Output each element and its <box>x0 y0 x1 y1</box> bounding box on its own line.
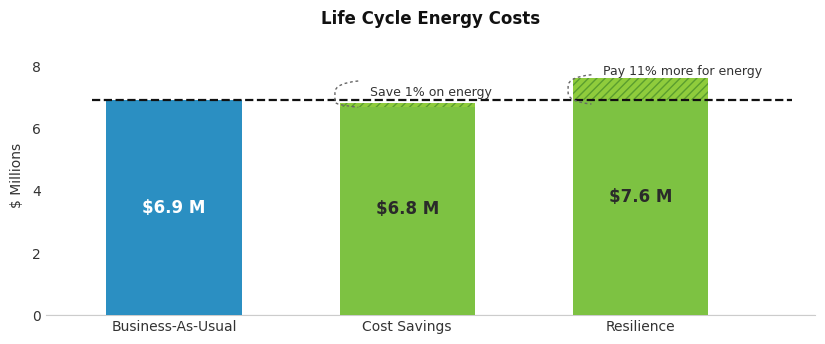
Text: $7.6 M: $7.6 M <box>609 188 672 206</box>
Text: $6.8 M: $6.8 M <box>375 201 439 218</box>
Title: Life Cycle Energy Costs: Life Cycle Energy Costs <box>321 10 540 28</box>
Y-axis label: $ Millions: $ Millions <box>10 142 24 208</box>
Text: Save 1% on energy: Save 1% on energy <box>370 86 492 99</box>
Bar <box>573 78 708 315</box>
Bar <box>573 78 708 100</box>
Text: Pay 11% more for energy: Pay 11% more for energy <box>603 65 762 78</box>
Bar <box>106 100 242 315</box>
Bar <box>340 104 475 315</box>
Bar <box>340 104 475 107</box>
Text: $6.9 M: $6.9 M <box>143 199 205 217</box>
